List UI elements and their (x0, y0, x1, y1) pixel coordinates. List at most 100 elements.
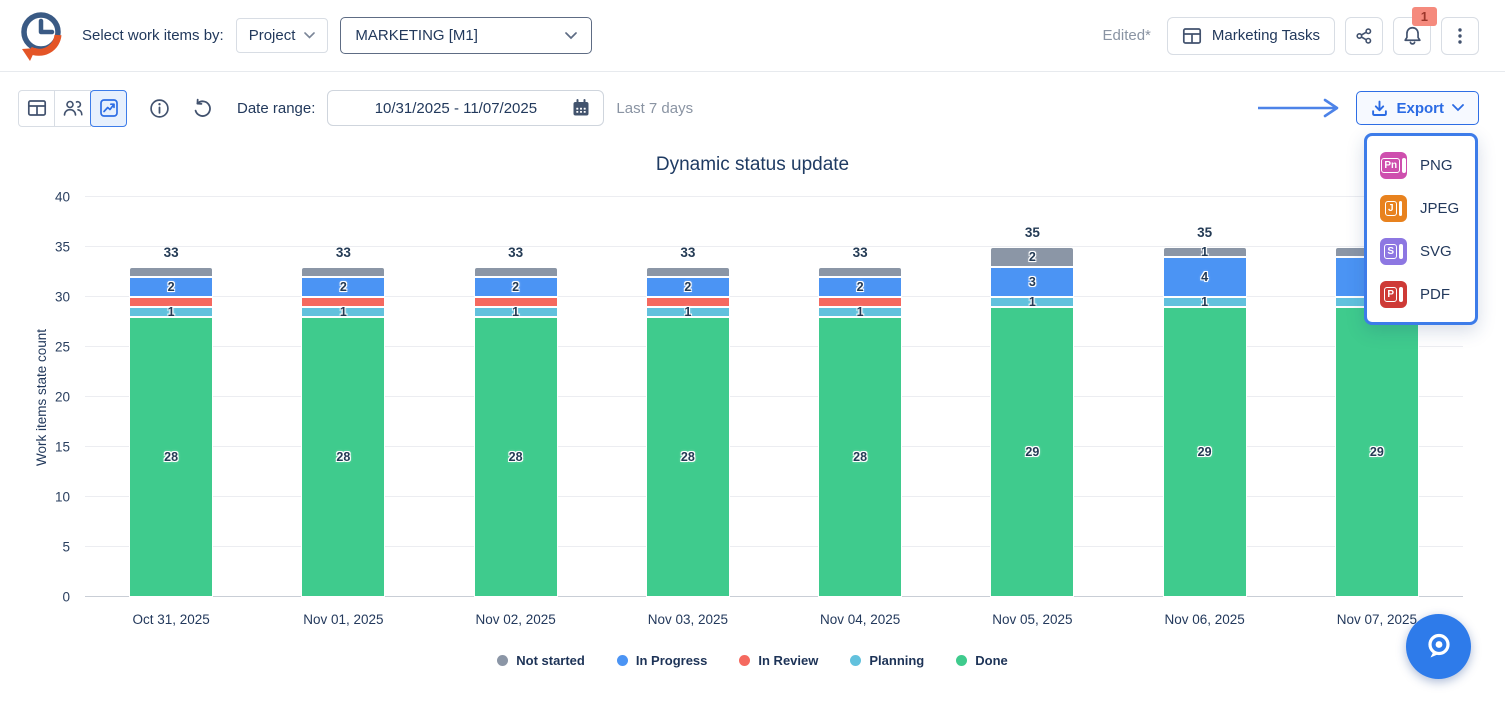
date-range-label: Date range: (237, 99, 316, 117)
bar-segment-done[interactable]: 28 (473, 317, 558, 597)
bar-segment-done[interactable]: 29 (1162, 307, 1247, 597)
bar-segment-planning[interactable]: 1 (1162, 296, 1247, 308)
bell-icon (1403, 26, 1421, 45)
x-tick-label: Oct 31, 2025 (132, 612, 210, 627)
bar-segment-done[interactable]: 28 (818, 317, 903, 597)
bar-segment-in-review[interactable] (473, 297, 558, 307)
gridline (85, 596, 1463, 597)
gridline (85, 446, 1463, 447)
bar-total-label: 33 (163, 245, 179, 260)
stacked-bar[interactable]: 2 1 28 (129, 267, 214, 597)
bar-total-label: 33 (508, 245, 524, 260)
bar-segment-planning[interactable]: 1 (301, 306, 386, 318)
table-view-icon (27, 100, 46, 116)
legend-label: Planning (869, 653, 925, 668)
bar-segment-in-progress[interactable]: 3 (990, 267, 1075, 297)
stacked-bar[interactable]: 2 1 28 (301, 267, 386, 597)
legend-item-in-review[interactable]: In Review (739, 653, 818, 668)
gridline (85, 396, 1463, 397)
bar-segment-in-progress[interactable]: 2 (129, 277, 214, 297)
legend-item-not-started[interactable]: Not started (497, 653, 585, 668)
board-button[interactable]: Marketing Tasks (1166, 16, 1335, 55)
bar-column: 33 2 1 28 (774, 197, 946, 597)
y-axis: 0 5 10 15 20 25 30 35 40 (0, 190, 76, 605)
select-work-items-label: Select work items by: (82, 27, 224, 44)
bar-segment-done[interactable]: 28 (301, 317, 386, 597)
bar-segment-not-started[interactable] (818, 267, 903, 277)
assistant-fab-button[interactable] (1406, 614, 1471, 679)
bar-segment-planning[interactable]: 1 (473, 306, 558, 318)
bar-segment-planning[interactable]: 1 (990, 296, 1075, 308)
legend-item-in-progress[interactable]: In Progress (616, 653, 708, 668)
chevron-down-icon (1452, 104, 1464, 112)
bar-segment-in-progress[interactable]: 2 (473, 277, 558, 297)
period-label: Last 7 days (616, 99, 694, 117)
bar-segment-planning[interactable]: 1 (129, 306, 214, 318)
bar-segment-planning[interactable]: 1 (645, 306, 730, 318)
gridline (85, 496, 1463, 497)
export-menu-item-png[interactable]: Pn PNG (1367, 144, 1475, 187)
chevron-down-icon (304, 32, 316, 39)
y-tick-label: 20 (54, 389, 70, 405)
chart-legend: Not started In Progress In Review Planning D… (0, 653, 1505, 668)
bar-segment-not-started[interactable] (301, 267, 386, 277)
bar-segment-done[interactable]: 29 (1334, 307, 1419, 597)
stacked-bar[interactable]: 2 3 1 29 (990, 247, 1075, 597)
app-logo-icon (14, 8, 68, 64)
bar-segment-not-started[interactable] (645, 267, 730, 277)
legend-label: In Review (758, 653, 819, 668)
bar-segment-not-started[interactable]: 2 (990, 247, 1075, 267)
refresh-button[interactable] (192, 98, 213, 119)
export-menu-item-svg[interactable]: S SVG (1367, 230, 1475, 273)
export-menu-item-jpeg[interactable]: J JPEG (1367, 187, 1475, 230)
gridline (85, 546, 1463, 547)
team-view-button[interactable] (54, 89, 91, 127)
chart-view-button[interactable] (90, 89, 127, 127)
date-range-input[interactable]: 10/31/2025 - 11/07/2025 (327, 90, 605, 126)
legend-item-done[interactable]: Done (956, 653, 1008, 668)
bar-segment-not-started[interactable]: 1 (1162, 246, 1247, 258)
share-button[interactable] (1345, 16, 1383, 55)
assistant-fab-icon (1427, 633, 1450, 657)
bar-segment-done[interactable]: 29 (990, 307, 1075, 597)
bar-segment-in-progress[interactable]: 2 (645, 277, 730, 297)
info-icon (150, 98, 169, 118)
gridline (85, 246, 1463, 247)
bar-segment-in-review[interactable] (129, 297, 214, 307)
bar-segment-in-progress[interactable]: 2 (818, 277, 903, 297)
bar-segment-done[interactable]: 28 (129, 317, 214, 597)
notifications-button[interactable]: 1 (1393, 6, 1437, 55)
bar-total-label: 33 (335, 245, 351, 260)
bar-segment-done[interactable]: 28 (645, 317, 730, 597)
bar-segment-not-started[interactable] (473, 267, 558, 277)
refresh-icon (194, 98, 211, 117)
mode-dropdown[interactable]: Project (235, 18, 329, 53)
x-tick-label: Nov 02, 2025 (475, 612, 556, 627)
project-dropdown[interactable]: MARKETING [M1] (340, 17, 593, 54)
table-view-button[interactable] (18, 89, 55, 127)
info-button[interactable] (149, 98, 170, 119)
export-menu-item-pdf[interactable]: P PDF (1367, 273, 1475, 316)
stacked-bar[interactable]: 2 1 28 (473, 267, 558, 597)
bar-segment-planning[interactable]: 1 (818, 306, 903, 318)
legend-item-planning[interactable]: Planning (850, 653, 924, 668)
bar-segment-not-started[interactable] (129, 267, 214, 277)
legend-label: In Progress (635, 653, 708, 668)
more-options-button[interactable] (1441, 16, 1479, 55)
download-icon (1372, 100, 1388, 116)
export-button[interactable]: Export (1356, 91, 1479, 125)
y-tick-label: 5 (62, 539, 70, 555)
stacked-bar[interactable]: 2 1 28 (818, 267, 903, 597)
bar-segment-in-progress[interactable]: 2 (301, 277, 386, 297)
stacked-bar[interactable]: 2 1 28 (645, 267, 730, 597)
y-tick-label: 10 (54, 489, 70, 505)
bar-segment-in-review[interactable] (818, 297, 903, 307)
bar-segment-in-review[interactable] (301, 297, 386, 307)
bar-segment-in-progress[interactable]: 4 (1162, 257, 1247, 297)
chart-toolbar: Date range: 10/31/2025 - 11/07/2025 Last… (18, 88, 1479, 128)
kebab-icon (1458, 27, 1462, 44)
x-tick-label: Nov 03, 2025 (647, 612, 729, 627)
bar-segment-in-review[interactable] (645, 297, 730, 307)
